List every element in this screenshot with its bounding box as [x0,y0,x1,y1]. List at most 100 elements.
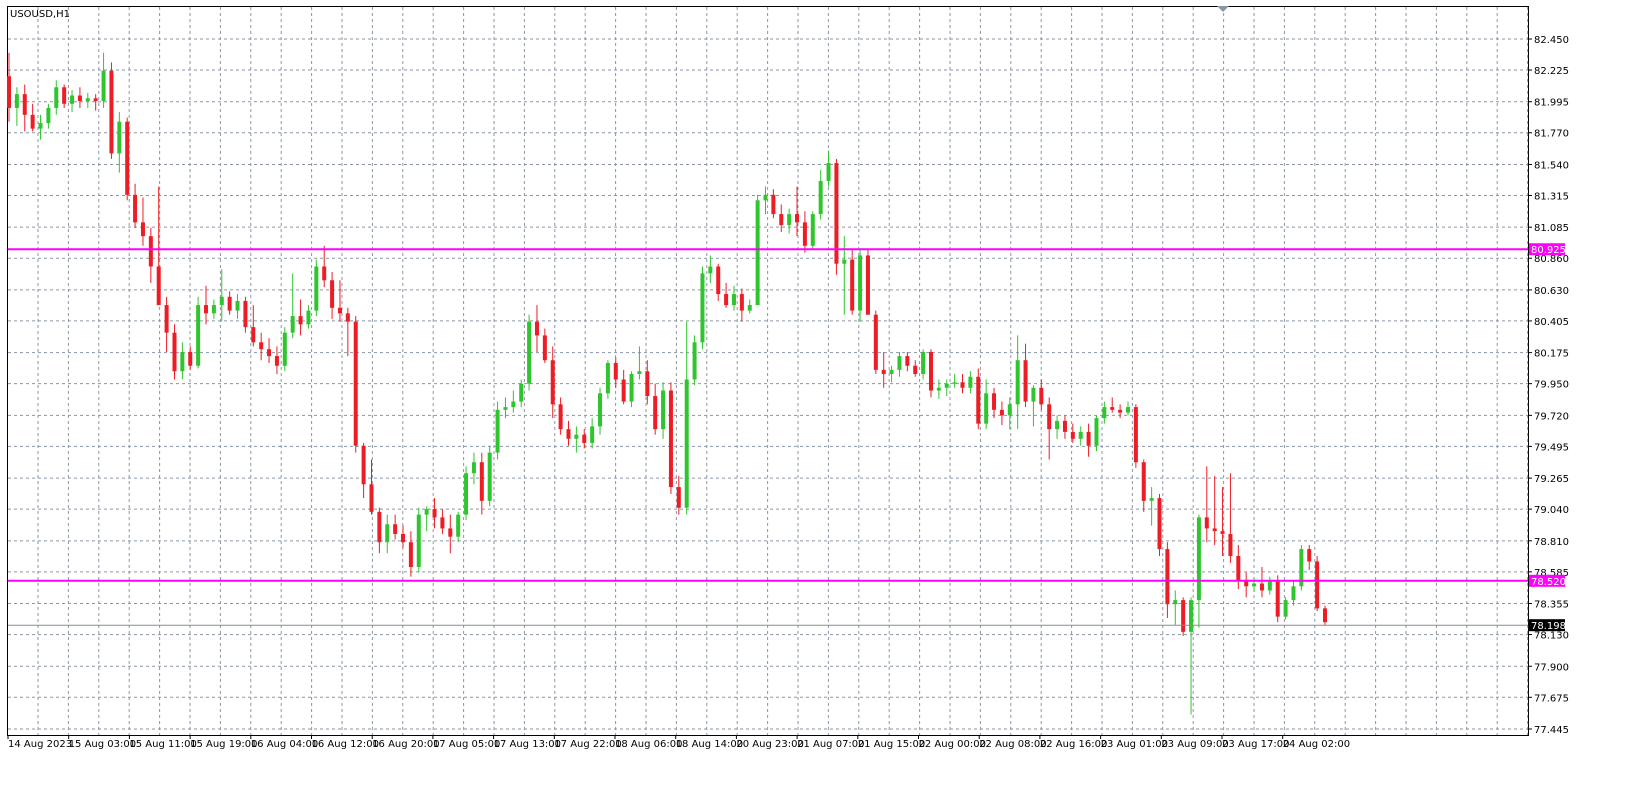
candle-bear [865,255,870,315]
time-axis-label: 22 Aug 00:00 [919,739,986,750]
time-axis-label: 17 Aug 22:00 [554,739,621,750]
candle-bear [779,214,784,226]
candle-bull [1015,360,1020,405]
candle-bear [653,396,658,430]
candle-bear [322,266,327,281]
candle-bear [77,95,82,102]
candle-bear [1165,549,1170,605]
candle-bull [424,509,429,515]
time-axis-label: 24 Aug 02:00 [1283,739,1350,750]
candle-bull [889,369,894,375]
candle-bear [1133,407,1138,463]
candle-bear [771,194,776,215]
candle-bear [1307,549,1312,562]
candle-bull [661,390,666,430]
candle-bull [1173,600,1178,605]
candle-bear [140,222,145,237]
candle-bear [369,484,374,512]
price-axis-label: 80.630 [1534,286,1569,297]
candle-bear [621,379,626,402]
candle-bull [464,473,469,515]
candle-bull [180,351,185,372]
candle-bull [1299,549,1304,587]
candle-bull [1094,418,1099,446]
candle-bear [534,321,539,336]
candle-bull [1252,583,1257,587]
candle-bear [1244,580,1249,587]
candle-bear [834,163,839,264]
candle-bear [156,266,161,306]
candle-bull [1125,407,1130,413]
candle-bear [408,542,413,568]
candle-bear [716,266,721,295]
candle-bear [440,517,445,529]
price-axis-label: 81.315 [1534,191,1569,202]
price-axis-label: 77.445 [1534,725,1569,736]
candle-bull [282,332,287,366]
price-axis-label: 80.860 [1534,254,1569,265]
candle-bear [913,365,918,375]
chart-shift-marker-icon[interactable] [1217,6,1229,12]
time-axis-label: 17 Aug 05:00 [433,739,500,750]
candle-bull [527,321,532,384]
candle-bull [117,121,122,154]
candle-bull [1189,600,1194,632]
candle-bear [1323,608,1327,623]
candle-bull [858,255,863,311]
candle-bear [1070,431,1075,439]
candle-bear [432,509,437,518]
candle-bear [1259,583,1264,591]
price-axis-label: 82.225 [1534,66,1569,77]
price-axis-label: 79.950 [1534,380,1569,391]
candle-bear [582,434,587,443]
candle-bull [503,407,508,410]
price-axis-label: 78.810 [1534,537,1569,548]
price-axis-label: 81.540 [1534,160,1569,171]
candle-bear [873,314,878,370]
candle-bear [645,371,650,397]
candle-bull [1291,586,1296,601]
candle-bear [109,70,114,154]
candle-bear [1023,360,1028,402]
candle-bull [14,94,19,108]
candle-bear [1110,407,1115,410]
candle-bear [62,87,67,104]
candle-bear [353,321,358,446]
candle-bull [921,351,926,375]
candle-bull [54,87,59,108]
candle-bull [511,401,516,408]
candle-bull [787,214,792,226]
candle-bull [1283,600,1288,617]
candle-bear [148,236,153,267]
candle-bull [385,524,390,543]
time-axis-label: 20 Aug 23:00 [736,739,803,750]
candle-bear [259,342,264,350]
candle-bear [1212,528,1217,532]
price-axis-label: 81.085 [1534,223,1569,234]
candle-bear [393,524,398,534]
candle-bear [1086,431,1091,446]
candle-bear [739,294,744,311]
price-axis-label: 78.585 [1534,568,1569,579]
time-axis-label: 23 Aug 17:00 [1222,739,1289,750]
candle-bull [629,374,634,402]
candle-bear [999,409,1004,416]
candle-bull [314,266,319,311]
time-axis-label: 15 Aug 11:00 [129,739,196,750]
candle-bear [1118,409,1123,413]
candle-bear [676,487,681,508]
symbol-timeframe-label: USOUSD,H1 [10,9,70,20]
price-axis-label: 81.995 [1534,98,1569,109]
candle-bear [795,214,800,223]
candle-bull [519,383,524,402]
candle-bear [125,121,130,195]
candle-bear [243,300,248,328]
candle-bull [598,393,603,427]
candle-bull [590,426,595,443]
time-axis-label: 15 Aug 03:00 [69,739,136,750]
candle-bear [668,390,673,488]
candle-bull [708,266,713,274]
candle-bull [235,300,240,311]
